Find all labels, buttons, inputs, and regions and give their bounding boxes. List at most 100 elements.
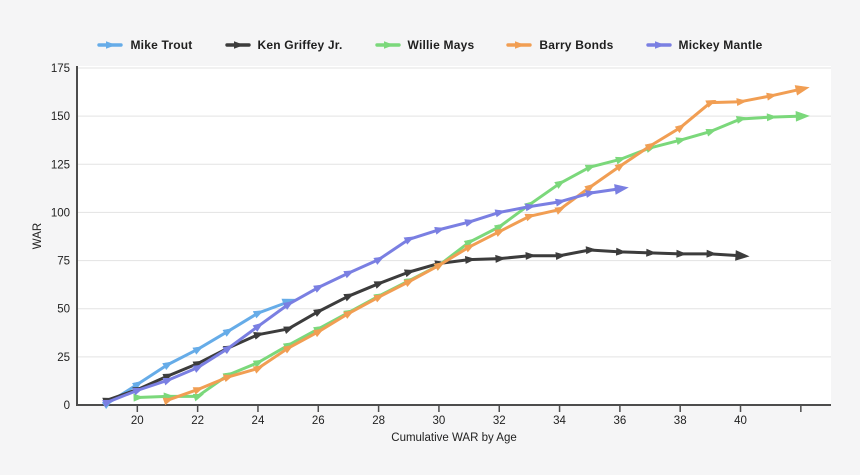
legend-item-barry-bonds[interactable]: Barry Bonds — [506, 38, 613, 52]
x-tick-label: 34 — [553, 415, 566, 427]
data-point-marker-mickey-mantle — [464, 219, 476, 227]
data-point-marker-willie-mays — [554, 179, 566, 189]
data-point-marker-mike-trout — [192, 346, 204, 355]
data-point-marker-ken-griffey-jr — [253, 332, 265, 340]
data-point-marker-ken-griffey-jr — [555, 252, 567, 261]
legend-item-ken-griffey-jr[interactable]: Ken Griffey Jr. — [224, 38, 343, 52]
data-point-marker-mickey-mantle — [614, 184, 629, 195]
data-point-marker-ken-griffey-jr — [615, 247, 627, 256]
data-point-marker-willie-mays — [705, 129, 717, 137]
legend-marker-icon — [645, 41, 672, 49]
data-point-marker-ken-griffey-jr — [373, 281, 385, 289]
data-point-marker-mike-trout — [252, 310, 264, 319]
legend-marker-icon — [374, 41, 401, 49]
data-point-marker-willie-mays — [795, 110, 810, 122]
x-tick-label: 38 — [674, 415, 687, 427]
data-point-marker-willie-mays — [615, 156, 627, 165]
data-point-marker-barry-bonds — [644, 142, 656, 152]
data-point-marker-willie-mays — [192, 393, 204, 402]
data-point-marker-barry-bonds — [313, 328, 325, 338]
data-point-marker-ken-griffey-jr — [646, 248, 657, 257]
data-point-marker-barry-bonds — [403, 278, 415, 288]
data-point-marker-willie-mays — [584, 164, 596, 173]
data-point-marker-willie-mays — [133, 393, 145, 402]
data-point-marker-barry-bonds — [222, 374, 235, 383]
x-tick-label: 24 — [252, 415, 265, 427]
data-point-marker-willie-mays — [493, 223, 505, 233]
data-point-marker-barry-bonds — [192, 387, 204, 395]
x-tick-label: 26 — [312, 415, 325, 427]
x-tick-label: 32 — [493, 415, 506, 427]
data-point-marker-barry-bonds — [252, 365, 265, 374]
data-point-marker-barry-bonds — [162, 397, 174, 406]
data-point-marker-barry-bonds — [736, 98, 748, 107]
legend-item-willie-mays[interactable]: Willie Mays — [374, 38, 475, 52]
data-point-marker-mickey-mantle — [222, 344, 234, 354]
data-point-marker-ken-griffey-jr — [525, 251, 537, 260]
legend-label: Barry Bonds — [539, 38, 614, 52]
data-point-marker-ken-griffey-jr — [465, 255, 476, 264]
x-tick-label: 28 — [372, 415, 385, 427]
data-point-marker-barry-bonds — [584, 183, 596, 193]
legend-label: Mickey Mantle — [678, 38, 763, 52]
data-point-marker-ken-griffey-jr — [495, 254, 506, 263]
data-point-marker-mickey-mantle — [162, 377, 174, 386]
data-point-marker-barry-bonds — [343, 310, 355, 319]
data-point-marker-ken-griffey-jr — [676, 249, 687, 258]
data-point-marker-mickey-mantle — [403, 236, 415, 245]
data-point-marker-barry-bonds — [554, 206, 566, 215]
data-point-marker-willie-mays — [675, 137, 687, 146]
data-point-marker-mickey-mantle — [132, 387, 144, 396]
y-tick-label: 125 — [51, 159, 70, 171]
legend-item-mike-trout[interactable]: Mike Trout — [97, 38, 192, 52]
x-tick-label: 20 — [131, 415, 144, 427]
x-tick-label: 36 — [613, 415, 626, 427]
data-point-marker-willie-mays — [766, 113, 778, 122]
legend-label: Mike Trout — [130, 38, 193, 52]
data-point-marker-mike-trout — [162, 361, 174, 371]
data-point-marker-mike-trout — [222, 327, 234, 337]
data-point-marker-ken-griffey-jr — [585, 246, 597, 255]
data-point-marker-barry-bonds — [373, 294, 385, 303]
data-point-marker-mickey-mantle — [525, 203, 537, 212]
data-point-marker-mickey-mantle — [252, 322, 264, 332]
data-point-marker-willie-mays — [735, 116, 748, 124]
data-point-marker-barry-bonds — [705, 100, 717, 108]
data-point-marker-mickey-mantle — [434, 226, 446, 235]
data-point-marker-barry-bonds — [794, 85, 810, 96]
data-point-marker-barry-bonds — [494, 228, 506, 237]
series-line-ken-griffey-jr — [105, 248, 743, 402]
data-point-marker-barry-bonds — [674, 123, 686, 134]
data-point-marker-ken-griffey-jr — [735, 250, 750, 261]
data-point-marker-barry-bonds — [433, 262, 445, 271]
data-point-marker-ken-griffey-jr — [313, 308, 325, 317]
y-tick-label: 50 — [57, 304, 70, 316]
legend-marker-icon — [224, 41, 251, 49]
x-tick-label: 22 — [191, 415, 204, 427]
series-line-barry-bonds — [165, 87, 803, 402]
x-tick-label: 30 — [433, 415, 446, 427]
legend: Mike Trout Ken Griffey Jr. Willie Mays Barr… — [0, 37, 860, 53]
legend-label: Willie Mays — [407, 38, 475, 52]
y-tick-label: 75 — [57, 256, 70, 268]
y-tick-label: 175 — [51, 63, 70, 75]
y-axis-title: WAR — [32, 222, 44, 250]
data-point-marker-mickey-mantle — [555, 198, 567, 207]
data-point-marker-barry-bonds — [463, 243, 475, 253]
data-point-marker-barry-bonds — [614, 162, 626, 172]
y-tick-label: 25 — [57, 352, 70, 364]
y-tick-label: 150 — [51, 111, 70, 123]
data-point-marker-ken-griffey-jr — [343, 293, 355, 302]
data-point-marker-ken-griffey-jr — [283, 326, 295, 334]
x-axis-title: Cumulative WAR by Age — [391, 432, 517, 444]
data-point-marker-barry-bonds — [282, 344, 294, 354]
plot-background — [78, 66, 831, 405]
data-point-marker-mickey-mantle — [313, 284, 325, 293]
data-point-marker-mickey-mantle — [102, 399, 114, 408]
data-point-marker-mickey-mantle — [585, 190, 597, 198]
legend-label: Ken Griffey Jr. — [257, 38, 343, 52]
legend-item-mickey-mantle[interactable]: Mickey Mantle — [645, 38, 763, 52]
x-tick-label: 40 — [734, 415, 747, 427]
data-point-marker-mickey-mantle — [373, 256, 385, 265]
